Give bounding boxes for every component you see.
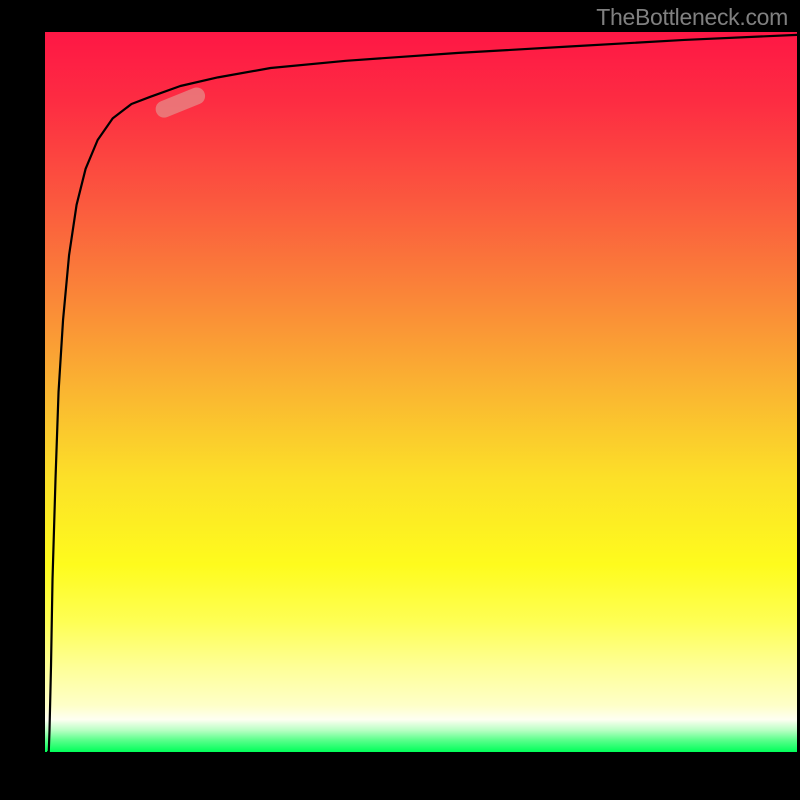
watermark-text: TheBottleneck.com (596, 4, 788, 31)
curve-marker (153, 85, 208, 120)
plot-area (45, 32, 797, 752)
chart-canvas: TheBottleneck.com (0, 0, 800, 800)
curve-marker-pill (153, 85, 208, 120)
curve-layer (45, 32, 797, 752)
bottleneck-curve (48, 35, 797, 752)
